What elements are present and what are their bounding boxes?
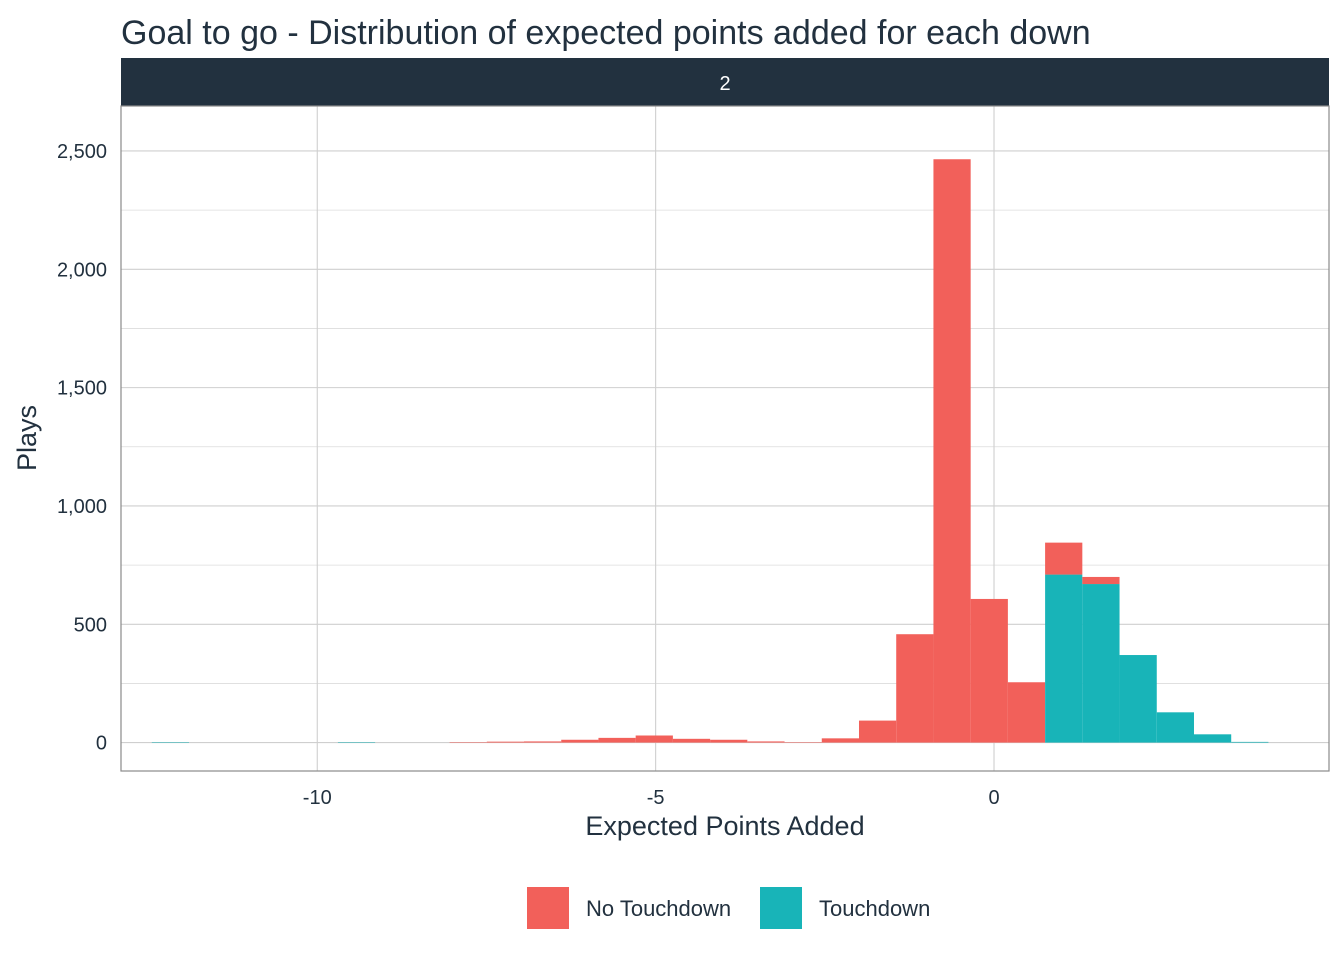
bar-no-touchdown xyxy=(933,159,971,743)
facet-strip-label: 2 xyxy=(719,73,730,95)
x-axis-title: Expected Points Added xyxy=(585,811,864,841)
bar-no-touchdown xyxy=(710,739,748,743)
bar-no-touchdown xyxy=(970,598,1008,743)
gridlines xyxy=(121,106,1329,771)
y-tick-label: 0 xyxy=(96,733,107,755)
bar-no-touchdown xyxy=(635,735,673,743)
histogram-bars xyxy=(151,159,1269,743)
bar-no-touchdown xyxy=(598,737,636,743)
legend: No Touchdown Touchdown xyxy=(527,887,930,929)
facet-strip xyxy=(121,58,1329,106)
x-tick-label: -10 xyxy=(303,787,332,809)
bar-no-touchdown xyxy=(1007,682,1046,743)
x-axis-ticks: -10 -5 0 xyxy=(303,787,1000,809)
bar-no-touchdown xyxy=(672,738,711,743)
bar-touchdown xyxy=(1193,734,1232,743)
bar-no-touchdown xyxy=(747,741,785,743)
bar-touchdown xyxy=(1156,712,1194,743)
bar-no-touchdown xyxy=(524,741,562,743)
bar-no-touchdown xyxy=(486,741,525,743)
bar-no-touchdown xyxy=(896,634,934,743)
y-tick-label: 1,500 xyxy=(57,378,107,400)
legend-swatch xyxy=(527,887,569,929)
y-tick-label: 2,000 xyxy=(57,259,107,281)
legend-label: No Touchdown xyxy=(586,896,731,921)
bar-no-touchdown xyxy=(821,738,859,743)
bar-touchdown xyxy=(1119,655,1157,743)
bar-touchdown xyxy=(1231,741,1269,743)
y-axis-ticks: 0 500 1,000 1,500 2,000 2,500 xyxy=(57,141,107,755)
legend-swatch xyxy=(760,887,802,929)
x-tick-label: -5 xyxy=(647,787,665,809)
chart-title: Goal to go - Distribution of expected po… xyxy=(121,14,1091,52)
bar-touchdown xyxy=(1082,584,1120,743)
y-tick-label: 2,500 xyxy=(57,141,107,163)
bar-touchdown xyxy=(1045,574,1083,743)
panel-border xyxy=(120,105,1330,772)
bar-no-touchdown xyxy=(561,739,599,743)
x-tick-label: 0 xyxy=(988,787,999,809)
bar-no-touchdown xyxy=(1082,576,1120,585)
bar-no-touchdown xyxy=(858,720,897,743)
y-tick-label: 500 xyxy=(74,614,107,636)
y-tick-label: 1,000 xyxy=(57,496,107,518)
bar-no-touchdown xyxy=(1045,542,1083,575)
y-axis-title: Plays xyxy=(12,405,42,471)
legend-label: Touchdown xyxy=(819,896,930,921)
